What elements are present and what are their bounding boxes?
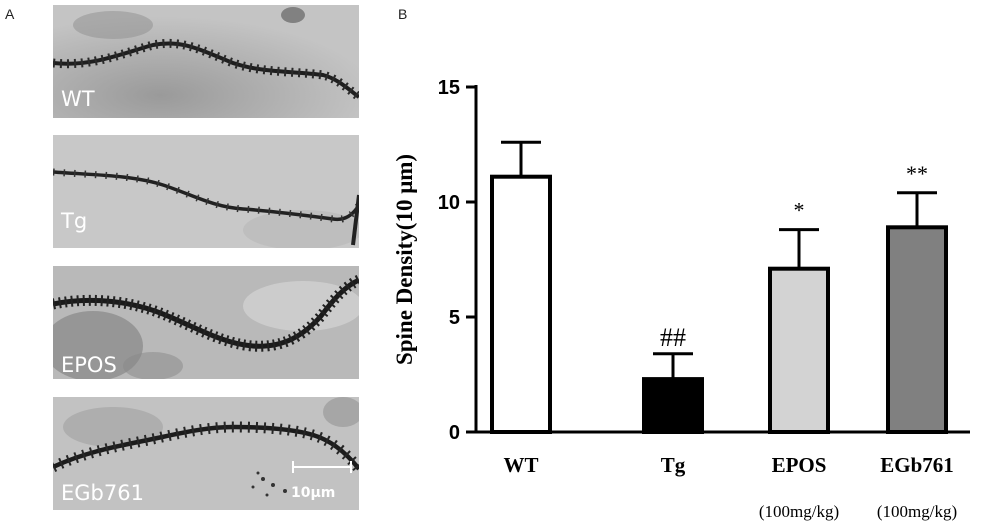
scale-bar-label: 10μm [291,485,336,501]
debris-dots [251,471,287,497]
panel-b-letter: B [398,6,408,22]
micrograph-wt: WT [53,5,359,118]
micrograph-label-wt: WT [61,87,95,111]
micrograph-label-tg: Tg [61,209,88,233]
panel-a-letter: A [5,6,15,22]
micrograph-egb761-image [53,397,359,510]
chart-labels: WT ## Tg * EPOS (100mg/kg) ** EGb761 (100mg/kg) [503,161,957,521]
micrograph-tg-image [53,135,359,248]
bar-wt [490,174,552,434]
micrograph-egb761: EGb761 10μm [53,397,359,510]
bar-egb761 [886,225,948,434]
micrograph-label-egb761: EGb761 [61,481,144,505]
y-tick-label: 15 [438,77,460,99]
significance-tg: ## [660,323,686,352]
x-sublabel-egb761: (100mg/kg) [877,502,957,521]
bar-tg [642,377,704,435]
spine-density-chart: 0 5 10 15 Spine Density(10 μm) WT ## Tg * EPOS (1… [392,77,970,521]
chart-bars [490,140,948,435]
chart-axes: 0 5 10 15 Spine Density(10 μm) [392,77,970,444]
y-axis-title: Spine Density(10 μm) [392,154,417,365]
x-sublabel-epos: (100mg/kg) [759,502,839,521]
x-tick-label-tg: Tg [661,453,686,477]
y-tick-label: 5 [449,307,460,329]
significance-epos: * [794,198,805,223]
significance-egb761: ** [906,161,928,186]
micrograph-epos-image [53,266,359,379]
bar-epos [768,266,830,434]
x-tick-label-egb761: EGb761 [880,453,954,477]
micrograph-wt-image [53,5,359,118]
y-tick-label: 10 [438,192,460,214]
micrograph-label-epos: EPOS [61,353,117,377]
x-tick-label-epos: EPOS [772,453,827,477]
micrograph-tg: Tg [53,135,359,248]
y-tick-label: 0 [449,422,460,444]
micrograph-epos: EPOS [53,266,359,379]
x-tick-label-wt: WT [503,453,538,477]
